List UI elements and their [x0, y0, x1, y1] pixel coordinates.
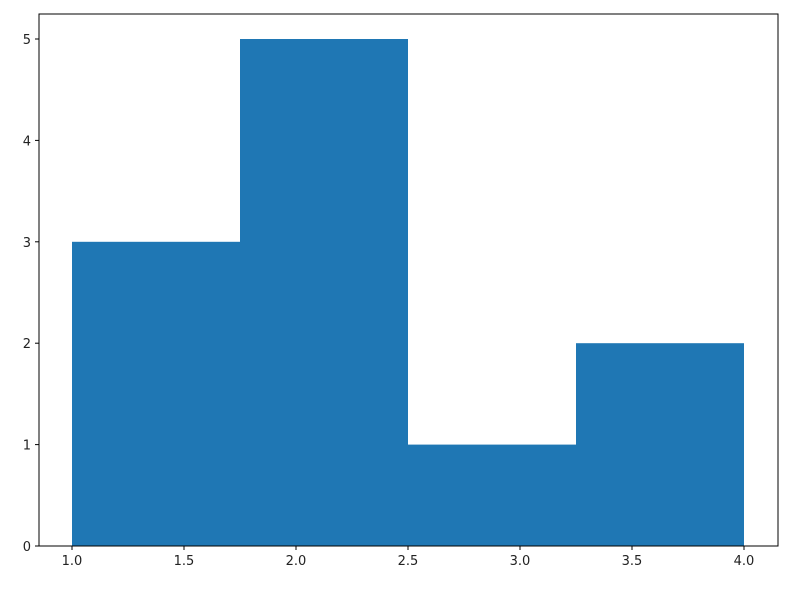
- y-tick-label: 2: [23, 337, 31, 352]
- histogram-bar: [576, 343, 744, 546]
- histogram-bar: [72, 241, 240, 547]
- y-tick-label: 5: [23, 33, 31, 48]
- y-tick-label: 1: [23, 439, 31, 454]
- x-tick-label: 3.5: [622, 554, 643, 569]
- y-tick-label: 0: [23, 540, 31, 555]
- histogram-bar: [408, 444, 576, 546]
- histogram-bar: [240, 39, 408, 546]
- x-tick-label: 3.0: [510, 554, 531, 569]
- x-tick-label: 2.0: [286, 554, 307, 569]
- x-tick-label: 1.5: [174, 554, 195, 569]
- y-tick-label: 3: [23, 236, 31, 251]
- x-tick-label: 1.0: [62, 554, 83, 569]
- y-tick-label: 4: [23, 134, 31, 149]
- x-tick-label: 4.0: [734, 554, 755, 569]
- x-tick-label: 2.5: [398, 554, 419, 569]
